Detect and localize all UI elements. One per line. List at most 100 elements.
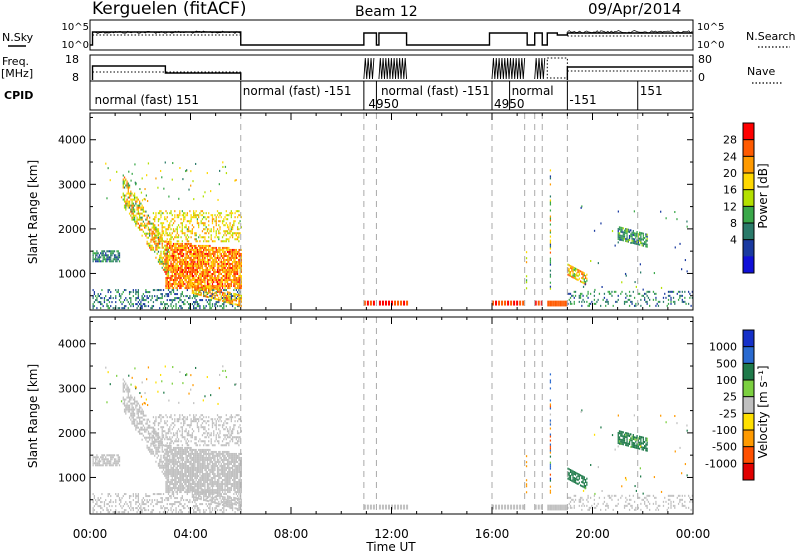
velocity-cell bbox=[233, 472, 235, 476]
power-cell bbox=[164, 216, 166, 219]
velocity-cell bbox=[681, 504, 683, 507]
power-cell bbox=[106, 260, 108, 263]
power-cell bbox=[179, 212, 181, 215]
power-cell bbox=[582, 298, 584, 301]
power-cell bbox=[189, 295, 191, 298]
power-cell bbox=[203, 224, 205, 227]
velocity-cell bbox=[215, 505, 217, 508]
velocity-cell bbox=[194, 458, 196, 461]
date-title: 09/Apr/2014 bbox=[588, 0, 681, 18]
power-cell bbox=[181, 228, 183, 231]
power-cell bbox=[177, 283, 180, 286]
velocity-cell bbox=[198, 479, 200, 482]
power-cell bbox=[236, 250, 239, 253]
power-cell bbox=[135, 293, 137, 296]
power-cell bbox=[239, 248, 241, 251]
power-cell bbox=[185, 266, 187, 269]
velocity-cell bbox=[167, 485, 170, 488]
velocity-cell bbox=[156, 501, 158, 504]
velocity-cell bbox=[182, 489, 185, 492]
velocity-cell bbox=[189, 475, 191, 478]
power-cell bbox=[112, 258, 114, 261]
power-cell bbox=[238, 275, 240, 278]
power-cell bbox=[209, 277, 211, 280]
power-cell bbox=[195, 290, 197, 293]
power-cell bbox=[235, 283, 237, 286]
power-cell bbox=[214, 275, 216, 278]
power-cell bbox=[586, 277, 588, 280]
power-cell bbox=[218, 254, 220, 257]
power-cell bbox=[136, 204, 138, 207]
power-cell bbox=[549, 275, 552, 278]
power-cell bbox=[171, 262, 173, 265]
velocity-cell bbox=[239, 452, 241, 455]
velocity-cell bbox=[186, 458, 188, 461]
power-cell bbox=[216, 275, 219, 278]
power-cell bbox=[131, 202, 133, 205]
velocity-cell bbox=[625, 500, 627, 503]
velocity-cell bbox=[181, 456, 183, 459]
power-cell bbox=[135, 202, 137, 205]
velocity-cell bbox=[597, 502, 599, 505]
power-cell bbox=[224, 260, 226, 263]
power-cell bbox=[108, 297, 111, 300]
velocity-cell bbox=[170, 448, 172, 451]
velocity-cell bbox=[234, 475, 236, 478]
velocity-cell bbox=[224, 470, 226, 473]
power-cell bbox=[549, 215, 552, 218]
velocity-cell bbox=[122, 505, 124, 508]
velocity-cell bbox=[209, 505, 211, 508]
nsky-tick-bottom: 10^0 bbox=[62, 40, 89, 51]
power-cell bbox=[147, 214, 150, 217]
power-cell bbox=[623, 231, 626, 234]
power-cell bbox=[171, 224, 173, 227]
power-cell bbox=[226, 281, 229, 284]
power-cell bbox=[155, 256, 157, 259]
velocity-cell bbox=[213, 493, 215, 496]
velocity-cell bbox=[229, 468, 231, 471]
power-cell bbox=[210, 238, 212, 241]
velocity-cell bbox=[235, 501, 237, 504]
velocity-cell bbox=[684, 500, 686, 503]
power-cell bbox=[180, 285, 182, 288]
power-cell bbox=[181, 232, 183, 235]
power-cell bbox=[182, 220, 185, 223]
power-cell bbox=[626, 230, 628, 233]
power-cell bbox=[636, 243, 638, 246]
power-cell bbox=[156, 230, 158, 233]
power-cell bbox=[150, 232, 152, 235]
power-cell bbox=[209, 303, 211, 306]
power-cell bbox=[166, 240, 168, 243]
velocity-cell bbox=[170, 481, 172, 484]
velocity-cell bbox=[240, 483, 243, 486]
velocity-cell bbox=[166, 460, 168, 463]
velocity-cell bbox=[130, 412, 132, 415]
velocity-cell bbox=[223, 456, 225, 459]
power-cell bbox=[191, 266, 194, 269]
velocity-cell bbox=[189, 454, 191, 457]
power-cell bbox=[92, 256, 94, 259]
power-cell bbox=[238, 279, 240, 282]
power-cell bbox=[230, 258, 232, 261]
power-cell bbox=[103, 250, 106, 253]
power-cell bbox=[686, 270, 688, 273]
power-cell bbox=[141, 297, 143, 300]
power-cell bbox=[628, 290, 631, 293]
power-cell bbox=[224, 283, 226, 286]
velocity-cell bbox=[632, 494, 634, 497]
power-cell bbox=[221, 291, 224, 294]
velocity-cell bbox=[216, 489, 219, 492]
power-cell bbox=[103, 297, 106, 300]
power-cell bbox=[196, 248, 199, 251]
power-cell bbox=[190, 170, 192, 173]
velocity-cell bbox=[97, 497, 99, 500]
velocity-cell bbox=[181, 472, 183, 476]
power-cell bbox=[127, 206, 129, 209]
power-cell bbox=[220, 262, 222, 265]
power-cell bbox=[156, 248, 158, 251]
power-cell bbox=[150, 307, 152, 310]
power-cell bbox=[633, 242, 636, 245]
velocity-cell bbox=[145, 509, 147, 512]
power-cell bbox=[638, 239, 641, 242]
velocity-cell bbox=[186, 489, 188, 492]
